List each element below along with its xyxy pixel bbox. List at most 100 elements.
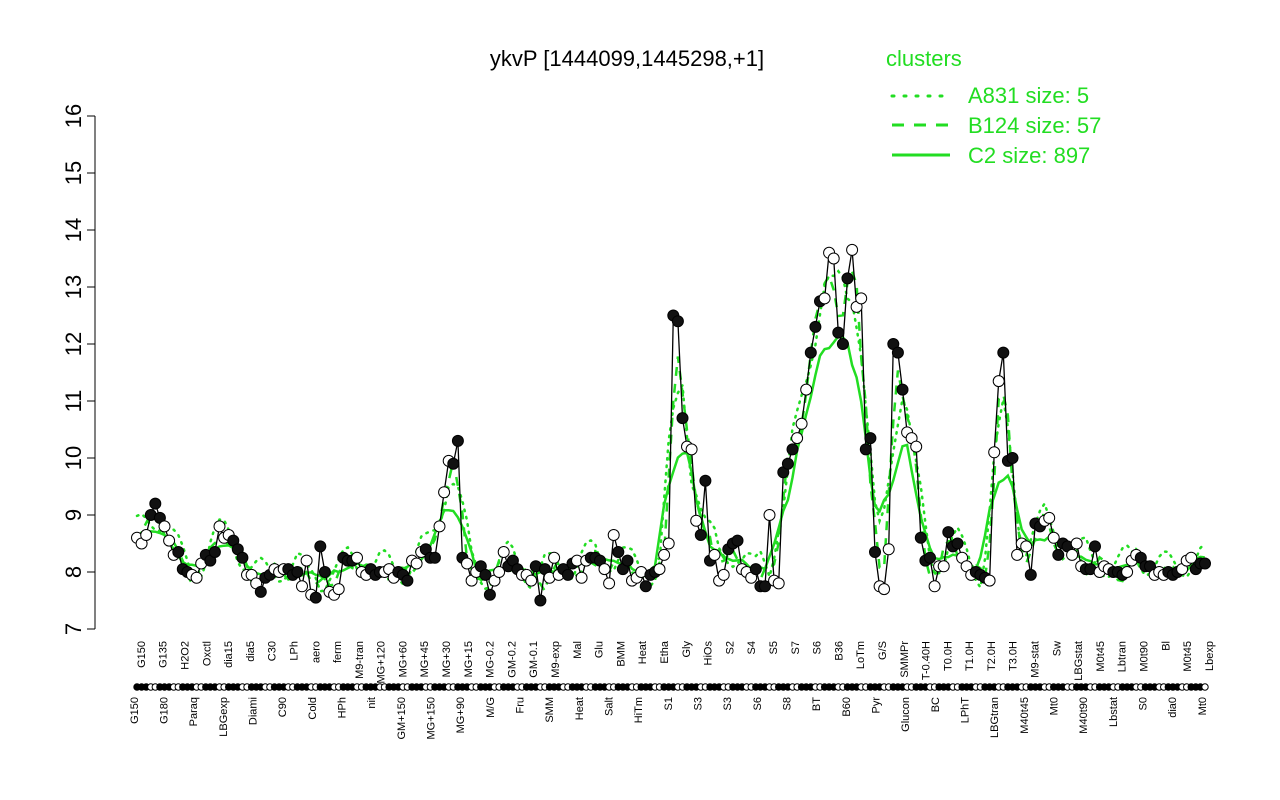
y-tick-label: 13 [61, 275, 86, 299]
x-tick-label: S2 [724, 641, 736, 654]
x-tick-label: Heat [637, 641, 649, 664]
y-axis: 7 8 9 10 11 12 13 14 15 16 [61, 104, 96, 635]
data-point [983, 574, 996, 587]
y-tick-label: 8 [61, 566, 86, 578]
x-tick-label: nit [366, 697, 378, 709]
x-tick-label: M0t90 [1139, 641, 1151, 672]
data-point [1052, 548, 1065, 561]
x-tick-label: S5 [768, 641, 780, 654]
x-tick-label: C30 [267, 641, 279, 661]
x-tick-label: Fru [515, 697, 527, 714]
data-point [575, 571, 588, 584]
data-point [318, 566, 331, 578]
data-point [992, 375, 1005, 388]
x-tick-label: MG+120 [376, 641, 388, 684]
data-point [291, 566, 304, 578]
y-tick-label: 11 [61, 390, 86, 413]
data-point [1020, 540, 1033, 553]
data-point [1011, 548, 1024, 561]
x-tick-label: GM-0.2 [506, 641, 518, 678]
legend-entry-c2: C2 size: 897 [968, 143, 1090, 168]
data-point [928, 580, 941, 593]
data-point [639, 580, 652, 593]
data-points [131, 243, 1211, 607]
x-tick-label: LBGtran [989, 697, 1001, 738]
x-tick-label: G150 [136, 641, 148, 668]
legend: clusters A831 size: 5 B124 size: 57 C2 s… [886, 46, 1101, 168]
legend-entry-a831: A831 size: 5 [968, 83, 1089, 108]
data-point [1199, 557, 1211, 570]
y-tick-label: 9 [61, 509, 86, 521]
data-point [438, 486, 451, 499]
x-tick-label: LPh [289, 641, 301, 661]
data-point [296, 580, 308, 593]
data-point [1066, 548, 1079, 561]
data-point [534, 594, 547, 607]
data-point [208, 546, 221, 558]
data-point [846, 243, 859, 256]
data-point [869, 546, 881, 558]
data-point [1185, 551, 1198, 564]
x-tick-label: BMM [615, 641, 627, 667]
x-tick-label: M40t45 [1019, 697, 1031, 734]
x-tick-label: G/S [877, 641, 889, 660]
x-tick-label: Glu [594, 641, 606, 658]
x-tick-label: MG+30 [441, 641, 453, 677]
x-tick-label: Mt0 [1049, 697, 1061, 715]
x-tick-label: S0 [1138, 697, 1150, 710]
data-point [914, 531, 927, 544]
x-tick-label: MG+90 [455, 697, 467, 733]
data-point [694, 529, 707, 541]
data-point [836, 338, 849, 350]
data-point [607, 529, 620, 541]
x-tick-label: ferm [332, 641, 344, 663]
data-point [942, 526, 955, 539]
data-point [254, 585, 267, 598]
x-tick-label: SMM [544, 697, 556, 723]
y-tick-label: 7 [61, 623, 86, 635]
x-tick-label: Oxctl [201, 641, 213, 666]
x-tick-label: LPhT [960, 697, 972, 724]
data-point [149, 497, 162, 510]
data-point [662, 537, 675, 550]
data-point [804, 346, 817, 359]
data-point [800, 383, 813, 396]
data-point [685, 443, 698, 456]
y-tick-label: 16 [61, 104, 86, 128]
data-point [428, 551, 441, 564]
data-point [410, 557, 423, 570]
x-tick-label: BC [930, 697, 942, 712]
x-tick-label: G180 [159, 697, 171, 724]
y-tick-label: 12 [61, 332, 86, 356]
x-tick-label: S3 [693, 697, 705, 710]
x-tick-label: LoTm [855, 641, 867, 669]
x-tick-label: S6 [812, 641, 824, 654]
x-tick-label: M40t90 [1078, 697, 1090, 734]
data-point [827, 252, 840, 265]
data-point [1070, 537, 1083, 550]
data-point [864, 432, 877, 445]
x-tick-labels: G150 G135 H2O2 Oxctl dia15 dia5 C30 LPh aero ferm… [129, 640, 1216, 739]
x-tick-label: dia15 [223, 641, 235, 668]
data-point [351, 551, 363, 564]
data-point [896, 383, 909, 396]
x-tick-label: SMMPr [899, 641, 911, 678]
x-tick-label: dia0 [1167, 697, 1179, 718]
x-tick-label: T3.0H [1008, 641, 1020, 671]
data-point [158, 520, 171, 533]
data-point [653, 563, 666, 576]
data-point [497, 546, 510, 558]
x-tick-label: HiOs [703, 641, 715, 666]
x-tick-label: M9-stat [1030, 641, 1042, 678]
x-tick-label: G135 [158, 641, 170, 668]
data-point [676, 412, 689, 425]
x-tick-label: Salt [604, 697, 616, 716]
x-tick-label: M/G [485, 697, 497, 718]
x-tick-label: MG-0.2 [485, 641, 497, 678]
data-point [479, 568, 492, 581]
x-tick-label: MG+45 [419, 641, 431, 677]
x-tick-label: Lbexp [1204, 641, 1216, 671]
data-point [561, 568, 574, 581]
data-point [451, 434, 464, 447]
x-tick-label: Pyr [871, 697, 883, 714]
